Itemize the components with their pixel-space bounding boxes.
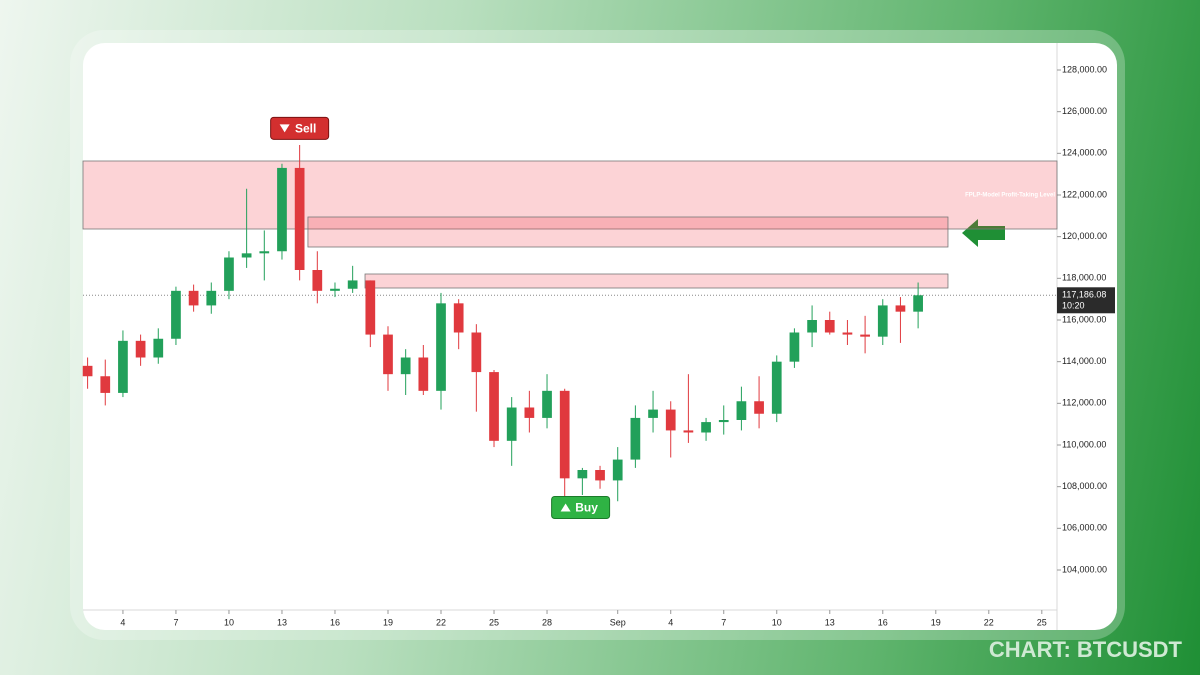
candle-body <box>842 332 853 335</box>
candle-body <box>542 390 552 418</box>
candle-body <box>630 417 641 460</box>
last-price-label: 117,186.08 <box>1062 290 1106 300</box>
y-tick-label: 106,000.00 <box>1062 523 1107 533</box>
signal-icon <box>279 124 290 133</box>
x-tick-label: 13 <box>277 617 287 627</box>
x-tick-label: 25 <box>1037 617 1047 627</box>
candle-body <box>153 338 164 358</box>
candle-body <box>171 290 181 339</box>
candle-body <box>471 332 482 373</box>
candle-body <box>824 320 835 333</box>
candle-body <box>118 340 128 393</box>
candle-body <box>771 361 782 414</box>
candle-body <box>206 290 217 306</box>
candle-body <box>277 167 287 252</box>
y-tick-label: 128,000.00 <box>1062 64 1107 74</box>
candle-body <box>135 340 146 358</box>
x-tick-label: 22 <box>984 617 994 627</box>
candle-body <box>224 257 234 291</box>
arrow-icon <box>962 219 1005 247</box>
x-tick-label: 13 <box>825 617 835 627</box>
last-price-time: 10:20 <box>1062 301 1085 311</box>
x-tick-label: 4 <box>668 617 673 627</box>
y-tick-label: 116,000.00 <box>1062 314 1106 324</box>
signal-icon <box>560 503 571 512</box>
x-tick-label: 25 <box>489 617 499 627</box>
y-tick-label: 126,000.00 <box>1062 106 1107 116</box>
x-tick-label: 16 <box>878 617 888 627</box>
candle-body <box>383 334 393 375</box>
x-tick-label: 19 <box>383 617 393 627</box>
y-tick-label: 110,000.00 <box>1062 439 1106 449</box>
x-tick-label: Sep <box>610 617 626 627</box>
candle-body <box>754 401 764 414</box>
candle-body <box>595 470 605 481</box>
candle-body <box>489 372 499 441</box>
candle-body <box>365 280 376 335</box>
x-tick-label: 19 <box>931 617 941 627</box>
candle-body <box>860 334 870 337</box>
candle-body <box>612 459 623 481</box>
y-tick-label: 104,000.00 <box>1062 564 1107 574</box>
x-tick-label: 7 <box>173 617 178 627</box>
zone <box>82 160 1058 230</box>
candle-body <box>559 390 570 479</box>
candle-body <box>665 409 676 431</box>
candle-body <box>789 332 800 362</box>
candle-body <box>436 303 446 391</box>
candle-body <box>347 280 358 289</box>
x-tick-label: 7 <box>721 617 726 627</box>
candle-body <box>259 251 270 254</box>
y-tick-label: 124,000.00 <box>1062 148 1107 158</box>
candle-body <box>524 407 535 418</box>
x-tick-label: 28 <box>542 617 552 627</box>
candle-body <box>877 305 888 337</box>
candle-body <box>913 295 923 312</box>
watermark: CHART: BTCUSDT <box>989 637 1183 662</box>
candle-body <box>330 288 340 291</box>
x-tick-label: 10 <box>224 617 234 627</box>
y-tick-label: 122,000.00 <box>1062 189 1107 199</box>
candle-body <box>294 167 305 270</box>
candle-body <box>453 303 464 333</box>
candle-body <box>312 270 323 291</box>
signal-badge <box>551 496 611 519</box>
y-tick-label: 114,000.00 <box>1062 356 1106 366</box>
y-tick-label: 112,000.00 <box>1062 398 1106 408</box>
candle-body <box>241 253 252 258</box>
zone <box>307 216 949 248</box>
candle-body <box>807 320 817 333</box>
x-tick-label: 4 <box>120 617 125 627</box>
signal-badge <box>270 116 330 140</box>
candle-body <box>577 470 588 479</box>
zone-label: FPLP-Model Profit-Taking Level <box>965 193 1055 199</box>
x-tick-label: 10 <box>772 617 782 627</box>
x-tick-label: 16 <box>330 617 340 627</box>
candle-body <box>400 357 411 375</box>
y-tick-label: 118,000.00 <box>1062 273 1106 283</box>
signal-label: Buy <box>575 501 598 515</box>
candle-body <box>100 376 111 393</box>
candle-body <box>718 420 729 423</box>
candle-body <box>82 365 93 377</box>
candle-body <box>648 409 658 418</box>
y-tick-label: 120,000.00 <box>1062 231 1107 241</box>
candle-body <box>418 357 429 391</box>
candle-body <box>736 401 747 420</box>
candle-body <box>683 430 694 433</box>
candle-body <box>701 422 711 433</box>
y-tick-label: 108,000.00 <box>1062 481 1107 491</box>
signal-label: Sell <box>295 122 316 136</box>
candle-body <box>188 290 199 306</box>
last-price-box <box>1057 287 1115 314</box>
candle-body <box>895 305 906 312</box>
zone <box>364 273 949 289</box>
candle-body <box>506 407 517 441</box>
card <box>83 43 1117 630</box>
x-tick-label: 22 <box>436 617 446 627</box>
